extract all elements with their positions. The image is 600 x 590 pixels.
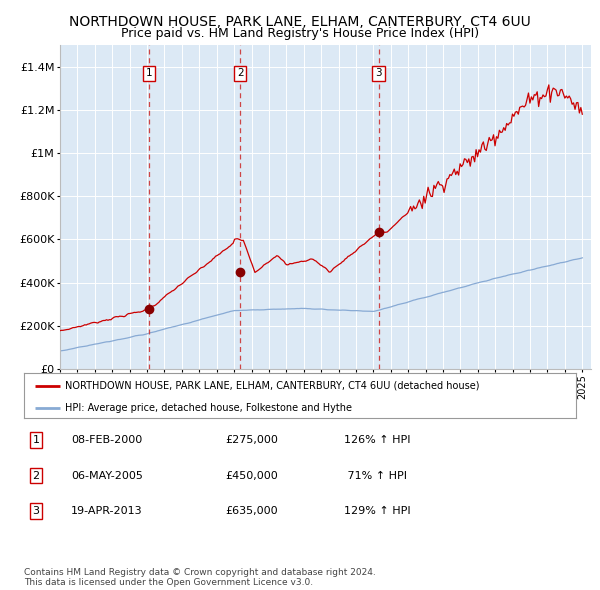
- Text: HPI: Average price, detached house, Folkestone and Hythe: HPI: Average price, detached house, Folk…: [65, 403, 352, 413]
- Text: 08-FEB-2000: 08-FEB-2000: [71, 435, 142, 445]
- Text: 71% ↑ HPI: 71% ↑ HPI: [344, 471, 407, 480]
- Text: 2: 2: [32, 471, 40, 480]
- Text: 126% ↑ HPI: 126% ↑ HPI: [344, 435, 410, 445]
- Text: 2: 2: [237, 68, 244, 78]
- Text: 19-APR-2013: 19-APR-2013: [71, 506, 143, 516]
- Text: 06-MAY-2005: 06-MAY-2005: [71, 471, 143, 480]
- Text: NORTHDOWN HOUSE, PARK LANE, ELHAM, CANTERBURY, CT4 6UU (detached house): NORTHDOWN HOUSE, PARK LANE, ELHAM, CANTE…: [65, 381, 480, 391]
- Text: NORTHDOWN HOUSE, PARK LANE, ELHAM, CANTERBURY, CT4 6UU: NORTHDOWN HOUSE, PARK LANE, ELHAM, CANTE…: [69, 15, 531, 30]
- Text: Price paid vs. HM Land Registry's House Price Index (HPI): Price paid vs. HM Land Registry's House …: [121, 27, 479, 40]
- Text: £635,000: £635,000: [226, 506, 278, 516]
- Text: 129% ↑ HPI: 129% ↑ HPI: [344, 506, 411, 516]
- Text: 3: 3: [375, 68, 382, 78]
- Text: 3: 3: [32, 506, 40, 516]
- Text: £450,000: £450,000: [226, 471, 278, 480]
- Text: Contains HM Land Registry data © Crown copyright and database right 2024.
This d: Contains HM Land Registry data © Crown c…: [24, 568, 376, 587]
- Text: £275,000: £275,000: [226, 435, 278, 445]
- Text: 1: 1: [145, 68, 152, 78]
- Text: 1: 1: [32, 435, 40, 445]
